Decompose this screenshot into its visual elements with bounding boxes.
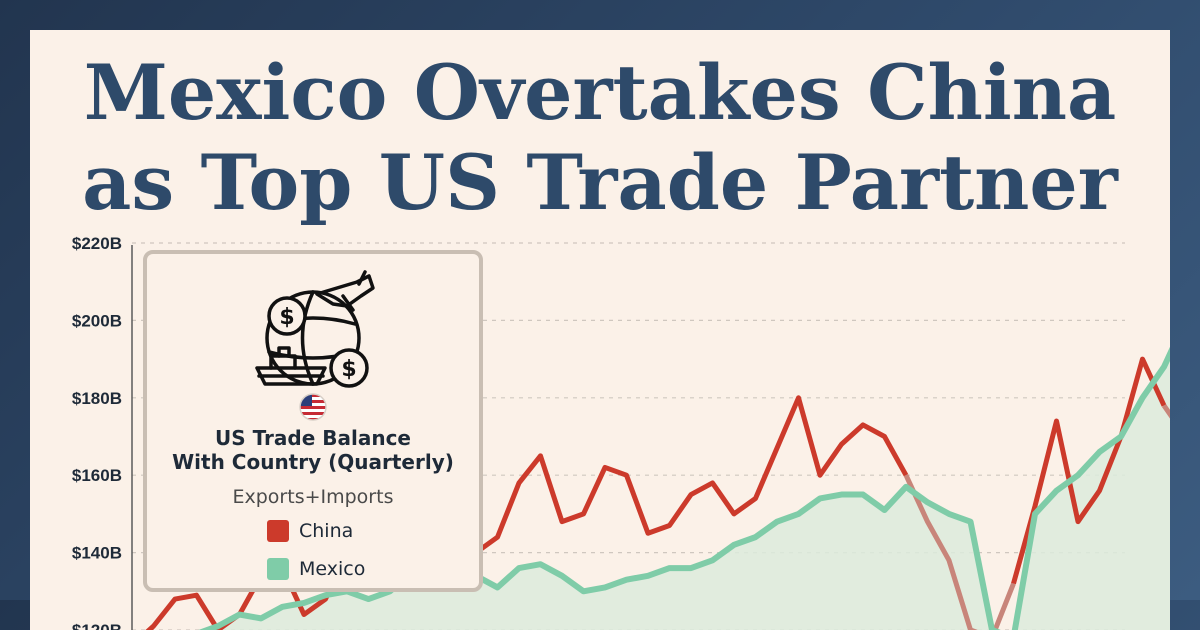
trade-globe-icon: $ $ — [255, 270, 375, 388]
us-flag-icon — [299, 393, 327, 421]
y-tick-label: $160B — [72, 466, 122, 485]
mexico-area — [132, 353, 1170, 630]
chart-title-line-2: as Top US Trade Partner — [82, 138, 1118, 227]
china-line-recent — [1011, 356, 1167, 585]
chart-title-line-1: Mexico Overtakes China — [83, 48, 1117, 137]
legend-subtitle: Exports+Imports — [232, 486, 394, 508]
legend-title-line-2: With Country (Quarterly) — [172, 450, 454, 474]
svg-text:$: $ — [341, 357, 356, 382]
mexico-line — [198, 346, 1170, 630]
y-tick-label: $220B — [72, 234, 122, 253]
svg-text:$: $ — [279, 305, 294, 330]
chart-card: Mexico Overtakes China as Top US Trade P… — [30, 30, 1170, 630]
legend-label-china: China — [299, 520, 354, 542]
legend-panel: $ $ US Trade Balance With Country (Quart… — [143, 250, 483, 592]
y-tick-label: $140B — [72, 544, 122, 563]
china-swatch — [267, 520, 289, 542]
line-chart: $220B$200B$180B$160B$140B$120B ★★★★★ — [72, 234, 1170, 630]
y-tick-label: $200B — [72, 311, 122, 330]
legend-title-line-1: US Trade Balance — [214, 426, 411, 450]
legend-label-mexico: Mexico — [299, 558, 366, 580]
y-tick-label: $180B — [72, 389, 122, 408]
mexico-swatch — [267, 558, 289, 580]
y-tick-label: $120B — [72, 621, 122, 630]
